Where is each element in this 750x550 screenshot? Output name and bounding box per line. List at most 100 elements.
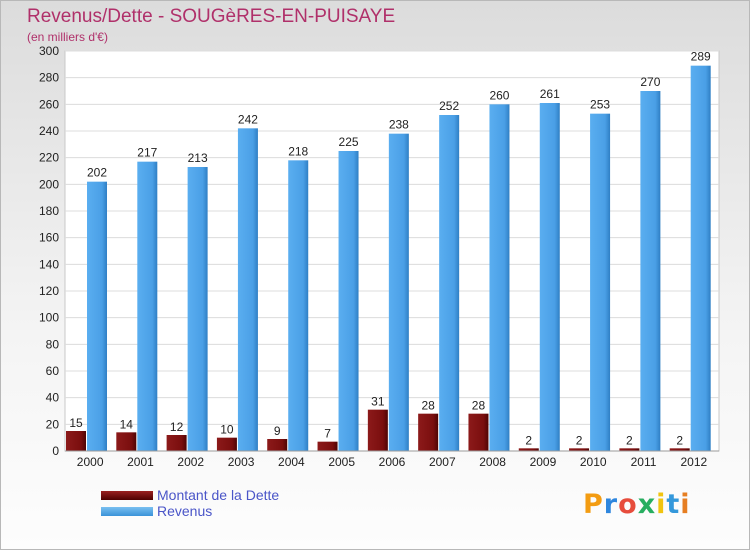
legend-item-debt: Montant de la Dette	[101, 487, 279, 503]
data-label-debt: 31	[371, 395, 385, 409]
logo-letter: r	[603, 489, 619, 520]
data-label-debt: 28	[421, 399, 435, 413]
data-label-revenue: 270	[640, 75, 660, 89]
x-tick-label: 2002	[177, 455, 204, 469]
bar-debt	[367, 409, 388, 451]
data-label-revenue: 260	[489, 88, 509, 102]
bar-revenue	[137, 161, 158, 451]
y-tick-label: 240	[39, 124, 59, 138]
legend-label-debt: Montant de la Dette	[157, 487, 280, 503]
chart-subtitle: (en milliers d'€)	[27, 30, 108, 44]
y-tick-label: 280	[39, 71, 59, 85]
y-tick-label: 180	[39, 204, 59, 218]
x-tick-label: 2004	[278, 455, 305, 469]
data-label-debt: 2	[626, 433, 633, 447]
y-tick-label: 40	[46, 391, 60, 405]
data-label-debt: 2	[525, 433, 532, 447]
x-tick-label: 2009	[530, 455, 557, 469]
bar-debt	[216, 437, 237, 451]
data-label-revenue: 261	[540, 87, 560, 101]
data-label-revenue: 218	[288, 144, 308, 158]
data-label-debt: 9	[274, 424, 281, 438]
data-label-revenue: 242	[238, 112, 258, 126]
data-label-debt: 15	[69, 416, 83, 430]
y-tick-label: 20	[46, 417, 60, 431]
legend: Montant de la Dette Revenus	[101, 487, 279, 519]
y-tick-label: 60	[46, 364, 60, 378]
data-label-debt: 7	[324, 427, 331, 441]
bar-revenue	[489, 104, 510, 451]
data-label-revenue: 202	[87, 166, 107, 180]
y-tick-label: 0	[52, 444, 59, 458]
data-label-revenue: 213	[188, 151, 208, 165]
x-tick-label: 2001	[127, 455, 154, 469]
bar-revenue	[388, 133, 409, 451]
bar-debt	[418, 413, 439, 451]
data-label-debt: 12	[170, 420, 184, 434]
bar-debt	[116, 432, 137, 451]
y-tick-label: 260	[39, 97, 59, 111]
x-tick-label: 2012	[680, 455, 707, 469]
bar-debt	[619, 448, 640, 451]
x-tick-label: 2005	[328, 455, 355, 469]
bar-debt	[518, 448, 539, 451]
data-label-debt: 28	[472, 399, 486, 413]
data-label-debt: 2	[576, 433, 583, 447]
y-tick-label: 300	[39, 44, 59, 58]
bar-revenue	[338, 151, 359, 451]
bar-revenue	[237, 128, 258, 451]
data-label-debt: 14	[120, 417, 134, 431]
x-tick-label: 2000	[77, 455, 104, 469]
data-label-revenue: 238	[389, 118, 409, 132]
bar-debt	[317, 441, 338, 451]
legend-swatch-debt	[101, 490, 153, 500]
y-tick-label: 120	[39, 284, 59, 298]
y-tick-label: 100	[39, 311, 59, 325]
x-tick-label: 2011	[631, 455, 657, 469]
bar-revenue	[690, 65, 711, 452]
proxiti-logo: Proxiti	[583, 489, 691, 520]
data-label-revenue: 252	[439, 99, 459, 113]
legend-item-revenue: Revenus	[101, 503, 279, 519]
data-label-revenue: 225	[339, 135, 359, 149]
bar-revenue	[87, 181, 107, 451]
data-label-revenue: 253	[590, 98, 610, 112]
bar-debt	[66, 431, 86, 451]
legend-label-revenue: Revenus	[157, 503, 213, 519]
x-tick-label: 2010	[580, 455, 607, 469]
bar-revenue	[539, 103, 560, 451]
bar-debt	[267, 439, 288, 451]
x-tick-label: 2006	[379, 455, 406, 469]
data-label-revenue: 217	[137, 146, 157, 160]
x-tick-label: 2007	[429, 455, 456, 469]
bar-debt	[669, 448, 690, 451]
bar-debt	[468, 413, 489, 451]
data-label-debt: 2	[676, 433, 683, 447]
y-tick-label: 200	[39, 177, 59, 191]
logo-letter: o	[618, 489, 638, 520]
bar-revenue	[439, 115, 460, 451]
bar-debt	[569, 448, 590, 451]
data-label-debt: 10	[220, 423, 234, 437]
bar-revenue	[187, 167, 208, 451]
logo-letter: x	[637, 489, 657, 520]
bar-revenue	[590, 113, 611, 452]
data-label-revenue: 289	[691, 50, 711, 64]
bar-revenue	[640, 91, 661, 451]
chart-title: Revenus/Dette - SOUGèRES-EN-PUISAYE	[27, 6, 396, 27]
logo-letter: P	[583, 489, 604, 520]
bar-debt	[166, 435, 187, 451]
legend-swatch-revenue	[101, 506, 153, 516]
logo-letter: t	[666, 489, 681, 520]
y-tick-label: 220	[39, 151, 59, 165]
y-tick-label: 140	[39, 257, 59, 271]
y-tick-label: 160	[39, 231, 59, 245]
y-tick-label: 80	[46, 337, 60, 351]
bar-revenue	[288, 160, 309, 452]
logo-letter: i	[656, 489, 667, 520]
x-tick-label: 2008	[479, 455, 506, 469]
x-tick-label: 2003	[228, 455, 255, 469]
logo-letter: i	[680, 489, 691, 520]
